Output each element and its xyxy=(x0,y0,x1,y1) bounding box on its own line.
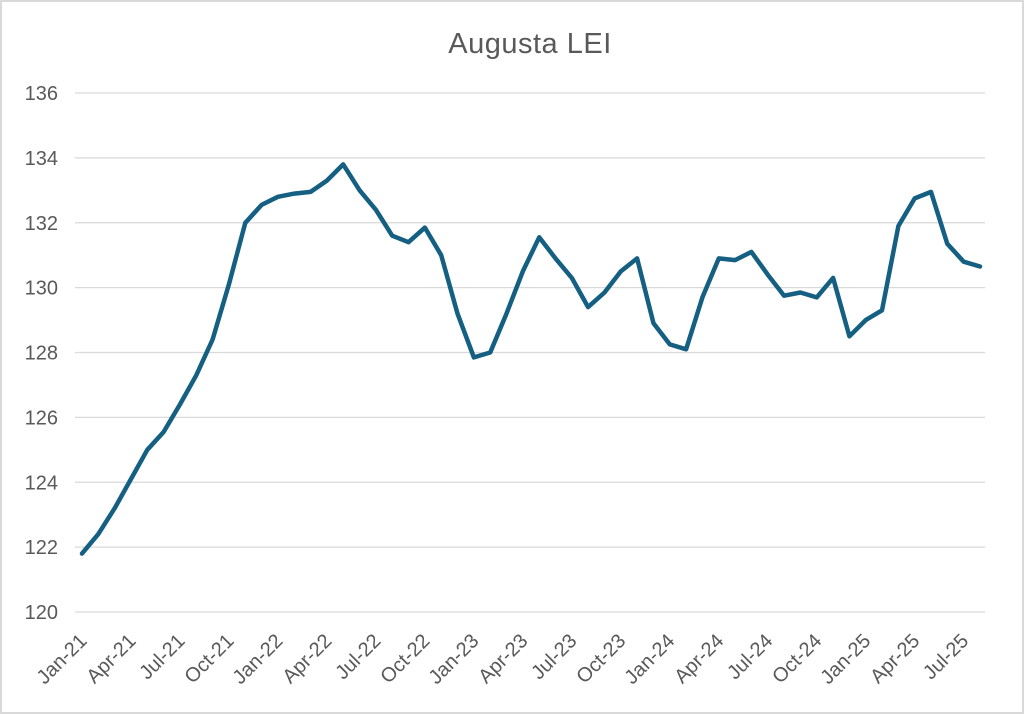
x-axis-label-Oct-22: Oct-22 xyxy=(376,630,434,688)
chart-title: Augusta LEI xyxy=(448,28,612,60)
lei-series-line xyxy=(79,162,983,556)
x-axis-label-Jan-23: Jan-23 xyxy=(425,630,484,689)
x-axis-label-Jan-24: Jan-24 xyxy=(621,630,680,689)
x-axis-label-Jul-24: Jul-24 xyxy=(723,630,777,684)
y-axis-label-126: 126 xyxy=(25,407,58,429)
y-axis-label-128: 128 xyxy=(25,343,58,365)
y-axis-label-136: 136 xyxy=(25,83,58,105)
x-axis-label-Jul-21: Jul-21 xyxy=(135,630,189,684)
x-axis-label-Jul-22: Jul-22 xyxy=(331,630,385,684)
y-axis-label-122: 122 xyxy=(25,537,58,559)
y-axis-label-124: 124 xyxy=(25,472,58,494)
x-axis-label-Apr-21: Apr-21 xyxy=(83,630,141,688)
x-axis-label-Apr-22: Apr-22 xyxy=(278,630,336,688)
y-axis-label-130: 130 xyxy=(25,278,58,300)
x-axis-label-Oct-24: Oct-24 xyxy=(768,630,826,688)
y-axis-label-120: 120 xyxy=(25,602,58,624)
x-axis-label-Jul-23: Jul-23 xyxy=(527,630,581,684)
x-axis-label-Oct-21: Oct-21 xyxy=(180,630,238,688)
x-axis-label-Apr-24: Apr-24 xyxy=(670,630,728,688)
x-axis-label-Jul-25: Jul-25 xyxy=(919,630,973,684)
y-axis-label-134: 134 xyxy=(25,148,58,170)
x-axis-label-Apr-23: Apr-23 xyxy=(474,630,532,688)
x-axis-label-Oct-23: Oct-23 xyxy=(572,630,630,688)
y-axis-label-132: 132 xyxy=(25,213,58,235)
x-axis-label-Jan-22: Jan-22 xyxy=(229,630,288,689)
x-axis-label-Jan-21: Jan-21 xyxy=(33,630,92,689)
x-axis-label-Jan-25: Jan-25 xyxy=(816,630,875,689)
x-axis-label-Apr-25: Apr-25 xyxy=(866,630,924,688)
